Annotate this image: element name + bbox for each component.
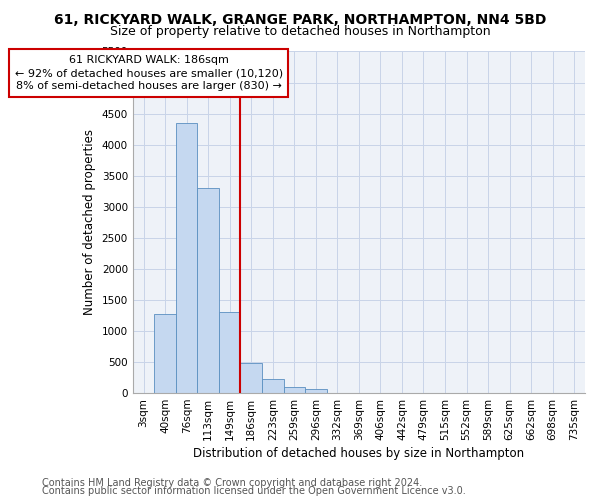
Bar xyxy=(197,188,219,393)
Bar xyxy=(241,364,262,393)
Text: Contains HM Land Registry data © Crown copyright and database right 2024.: Contains HM Land Registry data © Crown c… xyxy=(42,478,422,488)
Text: Size of property relative to detached houses in Northampton: Size of property relative to detached ho… xyxy=(110,25,490,38)
Bar xyxy=(284,387,305,393)
Text: Contains public sector information licensed under the Open Government Licence v3: Contains public sector information licen… xyxy=(42,486,466,496)
Bar xyxy=(305,389,326,393)
Bar xyxy=(219,312,241,393)
Bar xyxy=(262,379,284,393)
X-axis label: Distribution of detached houses by size in Northampton: Distribution of detached houses by size … xyxy=(193,447,524,460)
Text: 61 RICKYARD WALK: 186sqm
← 92% of detached houses are smaller (10,120)
8% of sem: 61 RICKYARD WALK: 186sqm ← 92% of detach… xyxy=(14,55,283,92)
Bar xyxy=(154,314,176,393)
Text: 61, RICKYARD WALK, GRANGE PARK, NORTHAMPTON, NN4 5BD: 61, RICKYARD WALK, GRANGE PARK, NORTHAMP… xyxy=(54,12,546,26)
Y-axis label: Number of detached properties: Number of detached properties xyxy=(83,130,96,316)
Bar xyxy=(176,123,197,393)
